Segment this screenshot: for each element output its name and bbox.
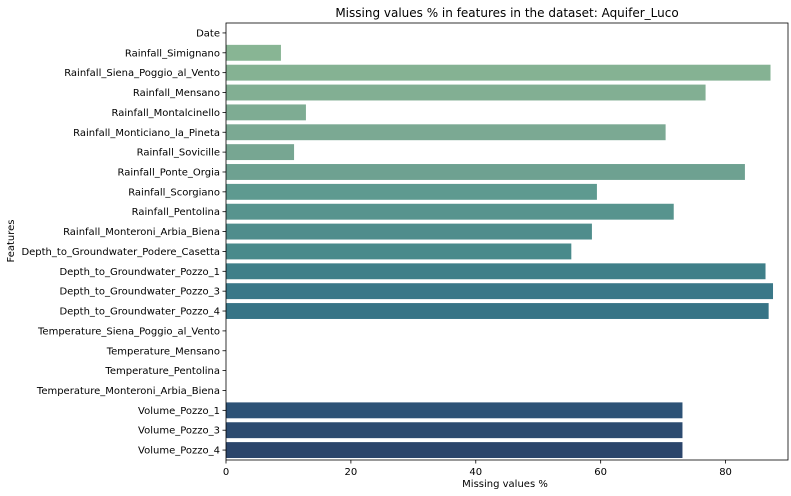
x-axis-ticks: 0 20 40 60 80 <box>223 460 732 478</box>
bar-Rainfall_Monteroni_Arbia_Biena <box>226 223 592 240</box>
bar-Rainfall_Scorgiano <box>226 183 597 200</box>
x-tick-label: 40 <box>469 467 482 478</box>
category-label: Volume_Pozzo_4 <box>138 446 220 457</box>
category-label: Temperature_Monteroni_Arbia_Biena <box>36 386 220 397</box>
category-label: Temperature_Pentolina <box>104 366 220 377</box>
category-label: Rainfall_Ponte_Orgia <box>118 167 220 178</box>
category-label: Depth_to_Groundwater_Pozzo_1 <box>59 267 220 278</box>
bars-group <box>226 44 774 459</box>
x-axis-title: Missing values % <box>462 479 548 490</box>
bar-Rainfall_Montalcinello <box>226 104 306 121</box>
category-label: Rainfall_Monticiano_la_Pineta <box>73 128 220 139</box>
chart-title: Missing values % in features in the data… <box>335 6 678 20</box>
bar-Volume_Pozzo_1 <box>226 402 683 419</box>
bar-Rainfall_Pentolina <box>226 203 674 220</box>
bar-Rainfall_Sovicille <box>226 144 295 161</box>
category-label: Rainfall_Scorgiano <box>128 187 220 198</box>
x-tick-label: 0 <box>223 467 229 478</box>
bar-Depth_to_Groundwater_Podere_Casetta <box>226 243 572 260</box>
category-label: Rainfall_Simignano <box>125 48 220 59</box>
category-label: Depth_to_Groundwater_Pozzo_3 <box>59 287 220 298</box>
bar-Rainfall_Siena_Poggio_al_Vento <box>226 64 771 81</box>
category-label: Volume_Pozzo_3 <box>138 426 220 437</box>
category-label: Temperature_Mensano <box>106 346 220 357</box>
category-label: Volume_Pozzo_1 <box>138 406 220 417</box>
x-tick-label: 20 <box>345 467 358 478</box>
category-label: Temperature_Siena_Poggio_al_Vento <box>37 326 220 337</box>
category-label: Depth_to_Groundwater_Podere_Casetta <box>21 247 220 258</box>
category-labels: Date Rainfall_Simignano Rainfall_Siena_Pog… <box>21 28 226 457</box>
category-label: Rainfall_Mensano <box>133 88 220 99</box>
category-label: Rainfall_Sovicille <box>137 148 220 159</box>
plot-frame <box>225 22 789 461</box>
bar-Depth_to_Groundwater_Pozzo_4 <box>226 303 769 319</box>
bar-Rainfall_Ponte_Orgia <box>226 164 745 180</box>
y-axis-title: Features <box>6 220 17 263</box>
bar-Rainfall_Monticiano_la_Pineta <box>226 124 666 141</box>
category-label: Date <box>196 28 220 39</box>
bar-Rainfall_Mensano <box>226 84 706 101</box>
category-label: Depth_to_Groundwater_Pozzo_4 <box>59 307 220 318</box>
category-label: Rainfall_Montalcinello <box>111 108 220 119</box>
bar-Volume_Pozzo_4 <box>226 442 683 459</box>
x-tick-label: 60 <box>594 467 607 478</box>
bar-Depth_to_Groundwater_Pozzo_1 <box>226 263 766 280</box>
category-label: Rainfall_Siena_Poggio_al_Vento <box>64 68 220 79</box>
category-label: Rainfall_Pentolina <box>132 207 220 218</box>
bar-Rainfall_Simignano <box>226 44 281 61</box>
x-tick-label: 80 <box>719 467 732 478</box>
bar-Depth_to_Groundwater_Pozzo_3 <box>226 283 774 300</box>
bar-Volume_Pozzo_3 <box>226 422 683 439</box>
category-label: Rainfall_Monteroni_Arbia_Biena <box>63 227 220 238</box>
